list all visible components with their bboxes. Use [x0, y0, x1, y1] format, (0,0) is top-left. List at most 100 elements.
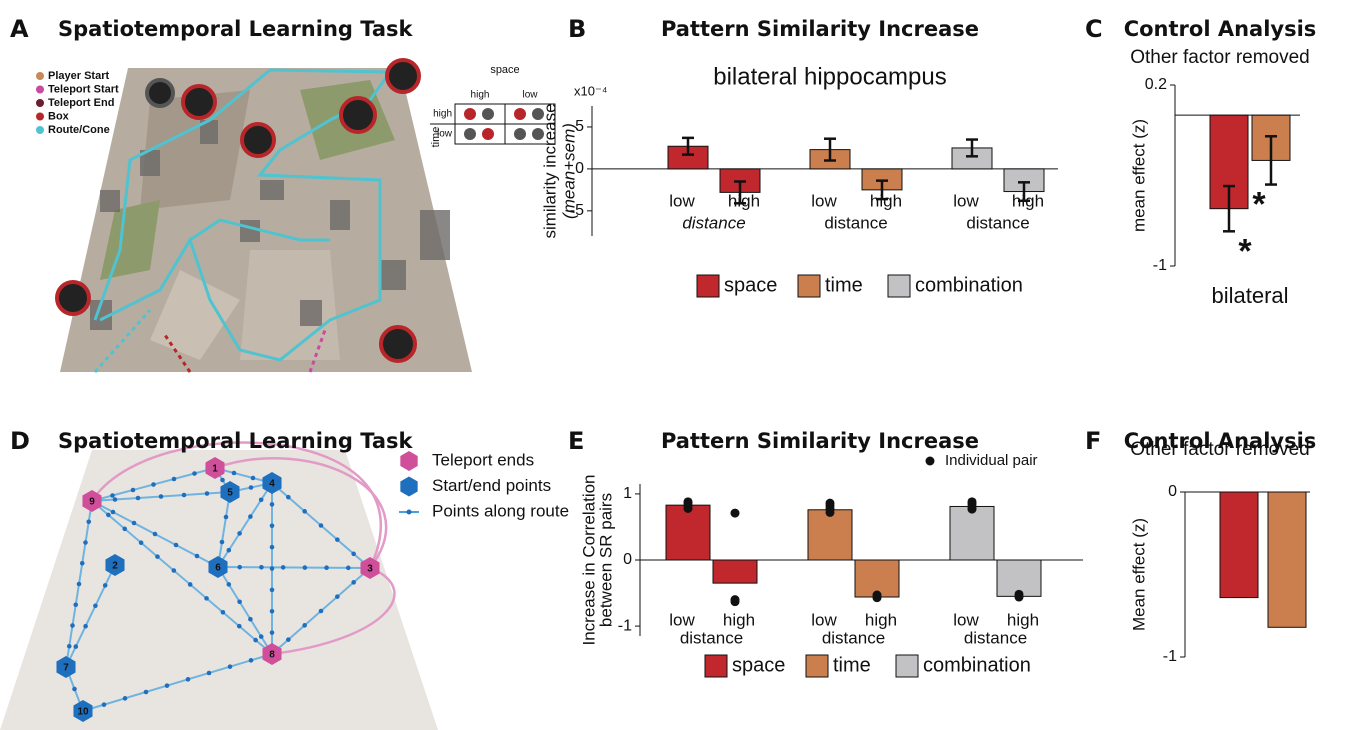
teleport-arc [214, 457, 388, 569]
panel-letter: C [1085, 15, 1103, 43]
route-point [220, 609, 226, 615]
node-label: 3 [367, 564, 373, 575]
route-point [66, 643, 72, 649]
route-point [143, 689, 149, 695]
pair-point [1014, 592, 1024, 602]
scale-label: x10⁻⁴ [574, 83, 607, 98]
legend-swatch [805, 654, 829, 678]
node [56, 656, 76, 678]
node [82, 490, 102, 512]
route-point [219, 539, 225, 545]
y-axis-note: (mean+sem) [559, 123, 578, 219]
legend-label: time [825, 274, 863, 296]
route-point [302, 623, 307, 628]
x-tick-label: high [728, 191, 760, 210]
node [205, 457, 225, 479]
route-point [73, 644, 79, 649]
route-point [351, 580, 356, 585]
route-point [110, 493, 115, 498]
legend-swatch [895, 654, 919, 678]
route-point [280, 565, 286, 570]
legend-swatch [696, 274, 720, 298]
legend-label: time [833, 654, 871, 676]
significance: * [1238, 232, 1252, 270]
route-point [248, 514, 253, 519]
node-label: 8 [269, 650, 275, 661]
route-point [122, 696, 128, 701]
route-point [83, 540, 88, 545]
chart-title: Control Analysis [1124, 429, 1317, 453]
route-point [220, 477, 225, 483]
legend-label: Start/end points [432, 476, 551, 495]
legend-label: Points along route [432, 501, 569, 520]
route-point [237, 599, 242, 605]
route [217, 566, 371, 569]
route-point [185, 677, 191, 682]
route-point [102, 583, 108, 588]
route-point [269, 608, 275, 614]
y-tick-label: -1 [1153, 257, 1167, 274]
x-tick-label: low [669, 191, 695, 210]
route-point [335, 594, 340, 599]
y-axis-label: mean effect (z) [1129, 119, 1148, 232]
y-tick-label: -1 [618, 617, 632, 634]
y-tick-label: 1 [623, 485, 632, 502]
route-point [258, 497, 264, 503]
pair-point [967, 497, 977, 507]
route [91, 500, 273, 655]
y-axis-label: Mean effect (z) [1129, 518, 1148, 631]
route-point [171, 568, 177, 573]
node-label: 5 [227, 488, 233, 499]
pair-point [683, 497, 693, 507]
node [220, 481, 240, 503]
route-point [318, 608, 324, 614]
legend-swatch [797, 274, 821, 298]
x-tick-label: high [865, 610, 897, 629]
bar [1267, 491, 1307, 628]
route [217, 482, 273, 568]
node-label: 10 [77, 707, 89, 718]
table-header: space [490, 64, 519, 76]
x-tick-label: low [953, 610, 979, 629]
node [262, 472, 282, 494]
route-point [269, 587, 275, 593]
legend-point [406, 509, 412, 515]
y-axis-label: similarity increase [540, 103, 559, 238]
route-point [135, 495, 141, 501]
legend-hex [400, 451, 418, 471]
teleport-arc [271, 566, 396, 656]
route-point [158, 494, 164, 499]
legend-dot [36, 112, 44, 121]
x-tick-label: low [953, 191, 979, 210]
x-tick-label: low [811, 191, 837, 210]
route-point [194, 553, 200, 559]
legend-label: Individual pair [945, 452, 1038, 469]
bar [712, 559, 758, 584]
chart-title: Control Analysis [1124, 17, 1317, 41]
route-point [302, 565, 308, 570]
route [217, 566, 273, 655]
node-label: 7 [63, 663, 69, 674]
route-point [155, 554, 160, 559]
route-point [351, 551, 356, 557]
legend-swatch [704, 654, 728, 678]
legend-hex [400, 476, 418, 497]
route-point [130, 487, 136, 493]
panel-title: Spatiotemporal Learning Task [58, 17, 414, 41]
node-label: 4 [269, 479, 275, 490]
route-point [138, 540, 144, 546]
pair-point [825, 498, 835, 508]
route-point [324, 565, 329, 571]
route-point [164, 683, 170, 688]
table-col: high [471, 90, 490, 101]
route-point [248, 485, 254, 490]
x-tick-label: high [870, 191, 902, 210]
route-point [181, 492, 187, 498]
city-map [55, 58, 472, 373]
legend-label: Route/Cone [48, 124, 110, 136]
y-axis-note: between SR pairs [596, 493, 615, 627]
route-point [227, 664, 233, 669]
route-point [93, 603, 98, 609]
y-tick-label: 0 [575, 160, 584, 177]
